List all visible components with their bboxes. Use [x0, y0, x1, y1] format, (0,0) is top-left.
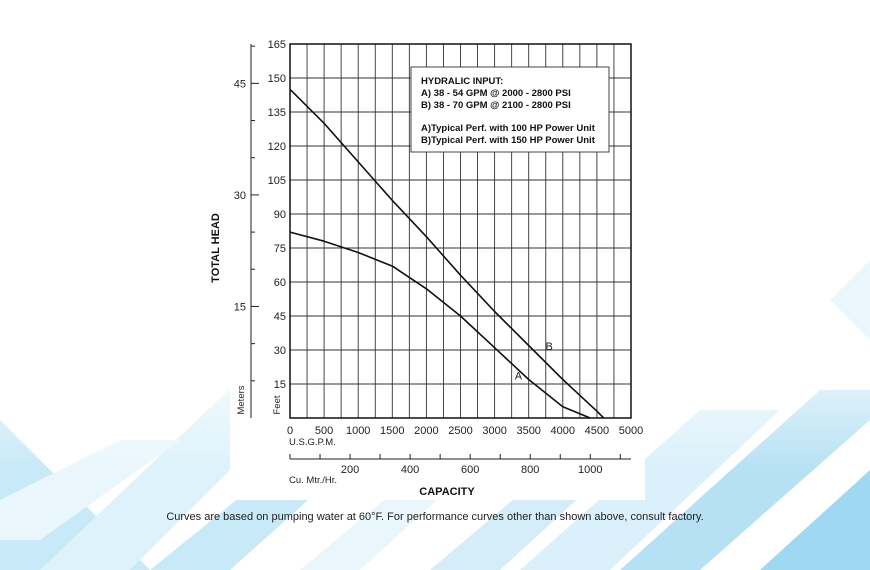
- cumh-tick-label: 200: [341, 464, 359, 476]
- legend-line-4: A)Typical Perf. with 100 HP Power Unit: [421, 123, 596, 134]
- gpm-axis: 0 500 1000 1500 2000 2500 3000 3500 4000 4500 5000: [287, 425, 643, 437]
- series-lines: [289, 88, 605, 419]
- series-line-b: [289, 88, 605, 419]
- legend-line-2: B) 38 - 70 GPM @ 2100 - 2800 PSI: [421, 100, 571, 111]
- gpm-tick-label: 1000: [346, 425, 370, 437]
- gpm-tick-label: 1500: [380, 425, 404, 437]
- gpm-tick-label: 500: [315, 425, 333, 437]
- curve-labels: BA: [515, 341, 553, 382]
- cumh-axis: 200 400 600 800 1000: [289, 454, 631, 476]
- cumh-tick-label: 400: [401, 464, 419, 476]
- chart-caption: Curves are based on pumping water at 60°…: [166, 511, 704, 523]
- cumh-tick-label: 600: [461, 464, 479, 476]
- feet-tick-label: 150: [268, 73, 286, 85]
- meters-axis-label: Meters: [236, 385, 247, 414]
- feet-tick-label: 165: [268, 39, 286, 51]
- curve-label-a: A: [515, 370, 523, 382]
- y-axis-title: TOTAL HEAD: [210, 213, 222, 283]
- feet-tick-label: 60: [274, 277, 286, 289]
- x-axis-title: CAPACITY: [419, 486, 475, 498]
- legend-line-1: A) 38 - 54 GPM @ 2000 - 2800 PSI: [421, 88, 571, 99]
- feet-tick-label: 105: [268, 175, 286, 187]
- gpm-axis-label: U.S.G.P.M.: [289, 437, 336, 448]
- feet-axis: 15 30 45 60 75 90 105 120 135 150 165: [268, 39, 286, 391]
- feet-tick-label: 15: [274, 379, 286, 391]
- feet-tick-label: 30: [274, 345, 286, 357]
- feet-tick-label: 135: [268, 107, 286, 119]
- feet-tick-label: 45: [274, 311, 286, 323]
- legend-box: HYDRALIC INPUT: A) 38 - 54 GPM @ 2000 - …: [410, 66, 610, 153]
- feet-tick-label: 90: [274, 209, 286, 221]
- cumh-tick-label: 800: [521, 464, 539, 476]
- gpm-tick-label: 0: [287, 425, 293, 437]
- meters-axis: 15 30 45: [234, 44, 259, 418]
- feet-axis-label: Feet: [272, 395, 283, 414]
- legend-line-0: HYDRALIC INPUT:: [421, 76, 503, 87]
- gpm-tick-label: 2500: [448, 425, 472, 437]
- gpm-tick-label: 4000: [551, 425, 575, 437]
- meters-tick-label: 45: [234, 78, 246, 90]
- gpm-tick-label: 3000: [482, 425, 506, 437]
- curve-label-b: B: [545, 341, 552, 353]
- feet-tick-label: 75: [274, 243, 286, 255]
- plot-frame: [289, 43, 632, 419]
- cumh-axis-label: Cu. Mtr./Hr.: [289, 475, 337, 486]
- gpm-tick-label: 3500: [516, 425, 540, 437]
- gpm-tick-label: 4500: [585, 425, 609, 437]
- legend-line-5: B)Typical Perf. with 150 HP Power Unit: [421, 135, 596, 146]
- gpm-tick-label: 5000: [619, 425, 643, 437]
- gpm-tick-label: 2000: [414, 425, 438, 437]
- cumh-tick-label: 1000: [578, 464, 602, 476]
- feet-tick-label: 120: [268, 141, 286, 153]
- meters-tick-label: 30: [234, 190, 246, 202]
- meters-tick-label: 15: [234, 301, 246, 313]
- series-line-a: [289, 231, 591, 419]
